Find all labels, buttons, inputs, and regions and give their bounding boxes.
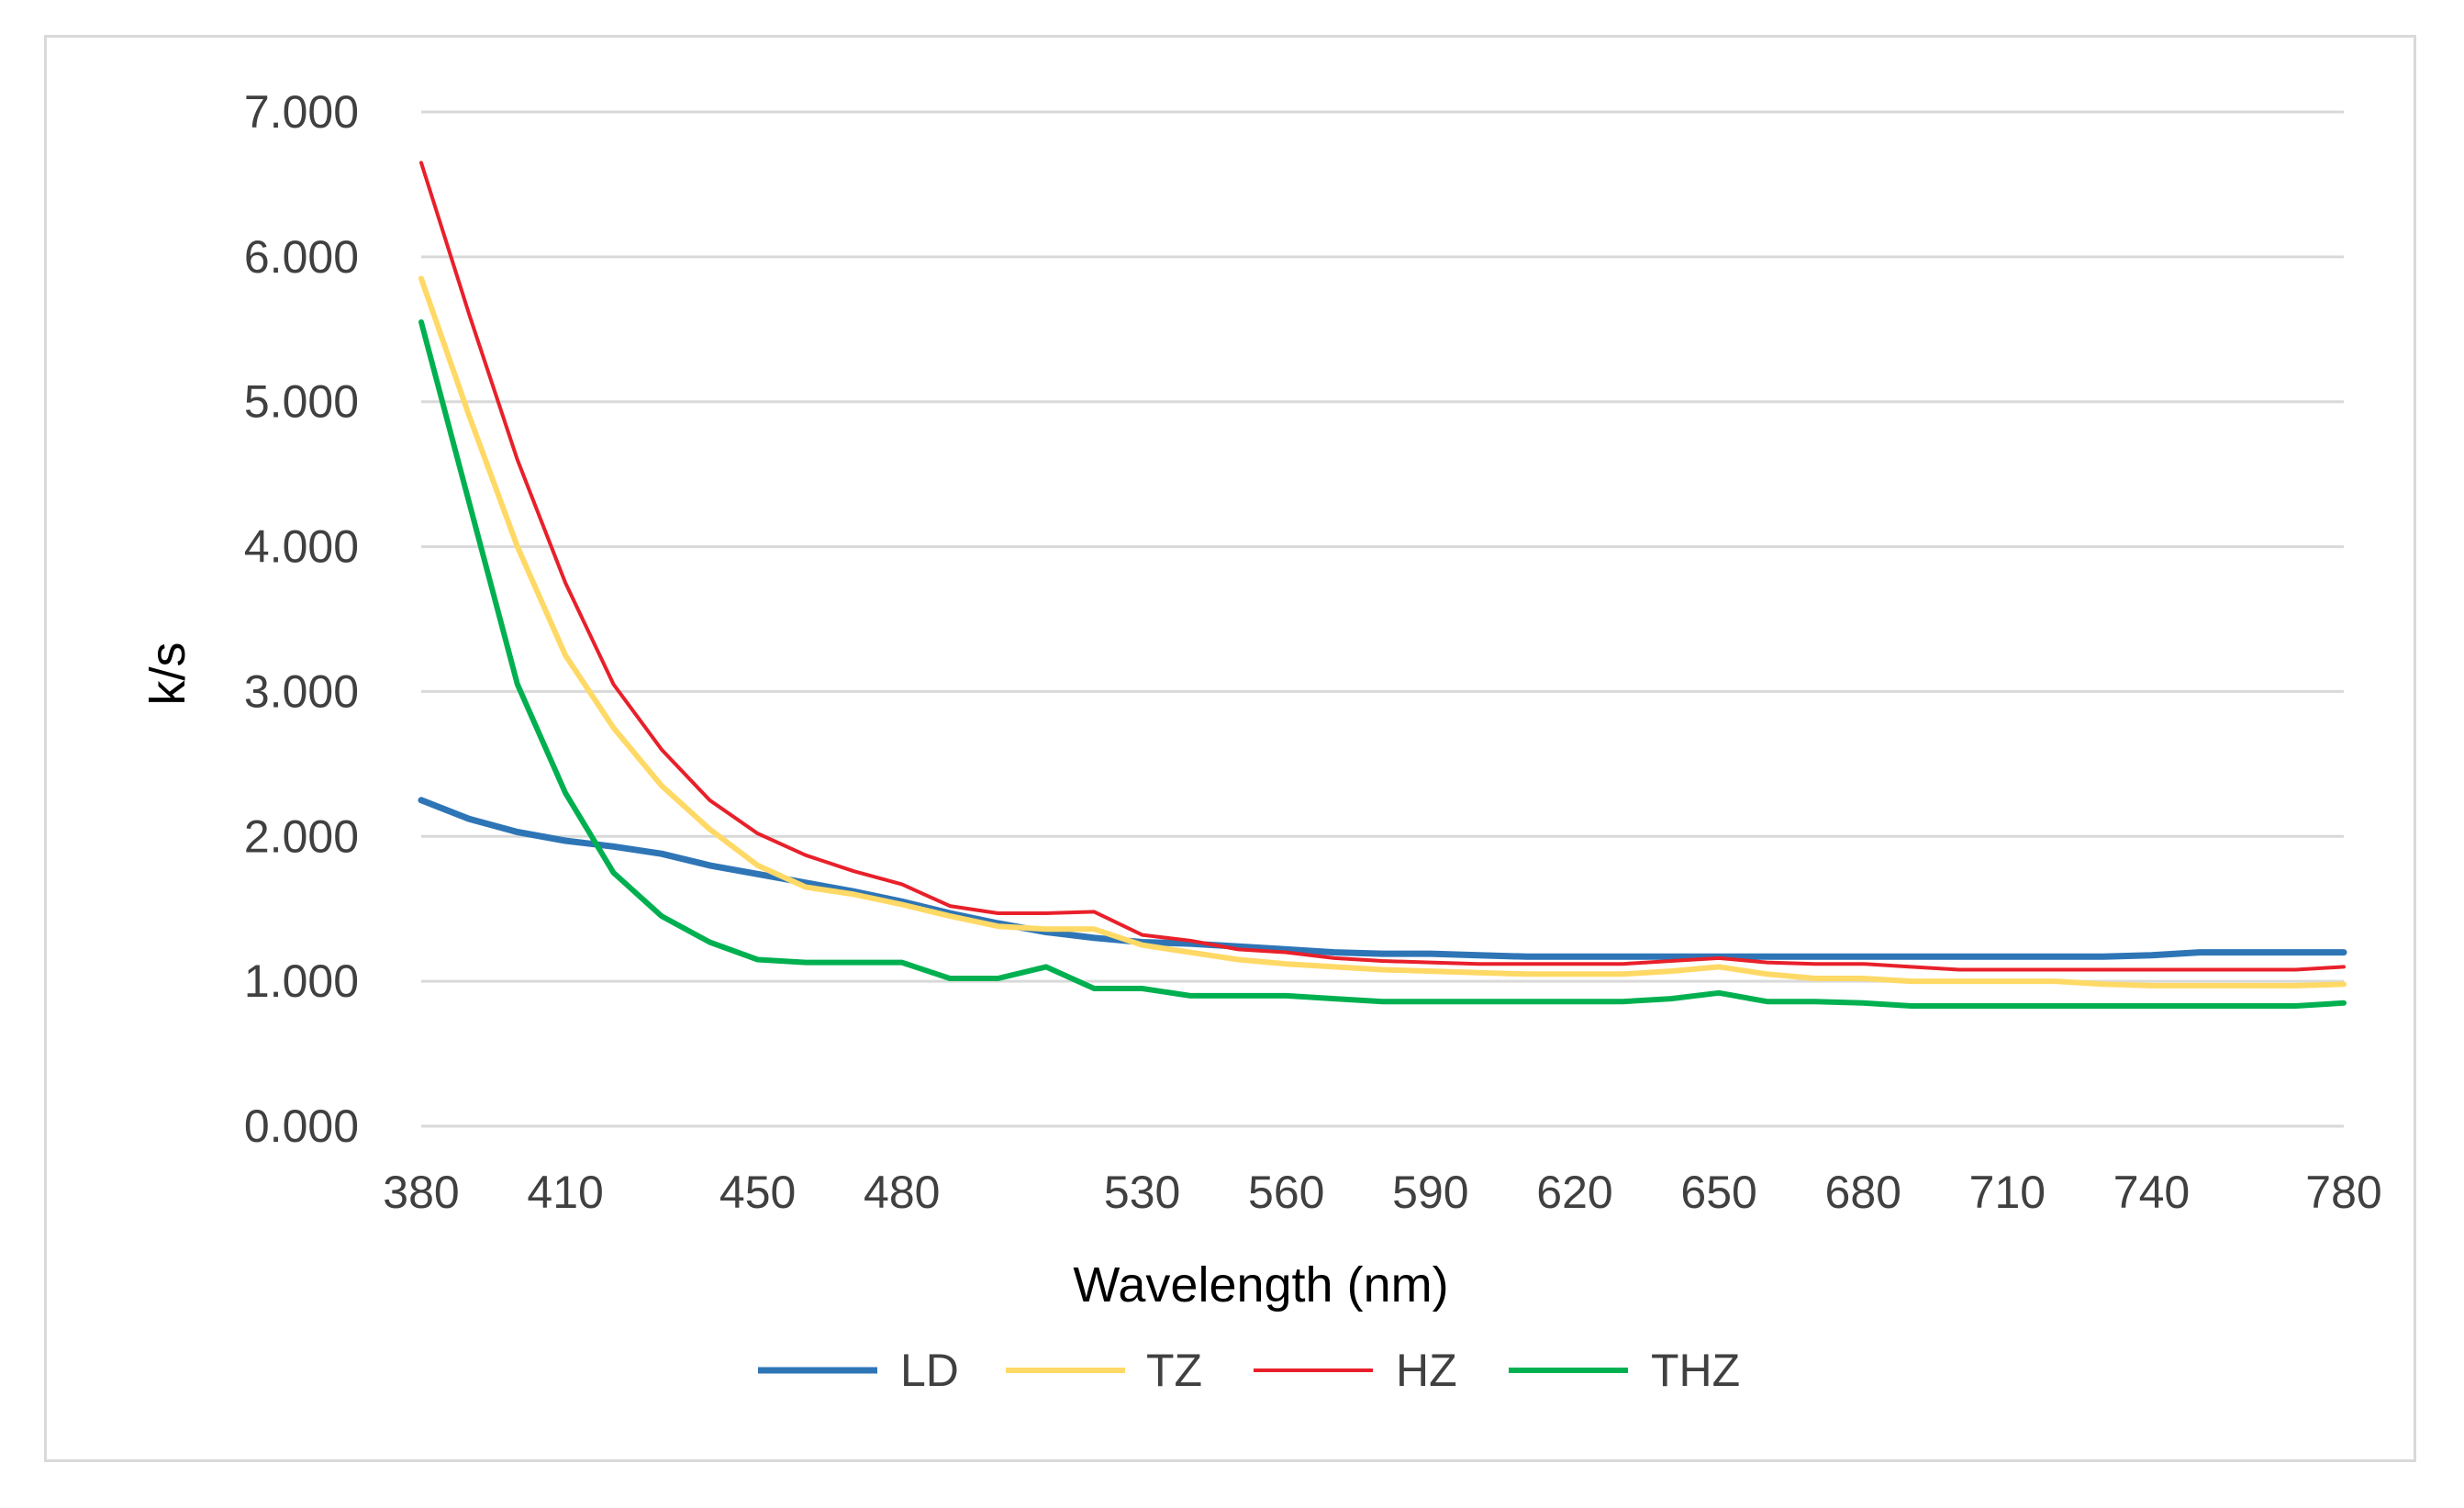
x-tick-label: 740	[2113, 1167, 2190, 1218]
y-tick-label: 3.000	[244, 665, 359, 717]
legend-label: TZ	[1146, 1345, 1202, 1396]
y-tick-label: 5.000	[244, 376, 359, 428]
series-line-hz	[419, 161, 2346, 972]
chart-frame: 0.000 1.000 2.000 3.000 4.000 5.000 6.000 7.000…	[44, 35, 2416, 1462]
x-tick-label: 410	[527, 1167, 603, 1218]
x-tick-label: 650	[1680, 1167, 1756, 1218]
y-axis-title: k/s	[140, 642, 195, 705]
series-line-tz	[418, 275, 2347, 989]
series-lines	[418, 161, 2347, 1009]
y-tick-label: 4.000	[244, 521, 359, 573]
legend-item-hz: HZ	[1254, 1345, 1457, 1396]
legend-item-tz: TZ	[1006, 1345, 1202, 1396]
legend-item-ld: LD	[758, 1345, 959, 1396]
x-tick-label: 480	[864, 1167, 940, 1218]
y-tick-label: 7.000	[244, 86, 359, 138]
x-tick-label: 620	[1536, 1167, 1612, 1218]
x-tick-label: 710	[1969, 1167, 2046, 1218]
x-tick-label: 780	[2305, 1167, 2381, 1218]
legend-label: LD	[900, 1345, 959, 1396]
y-tick-label: 6.000	[244, 231, 359, 283]
y-tick-label: 2.000	[244, 810, 359, 862]
y-tick-label: 1.000	[244, 955, 359, 1007]
x-axis-title: Wavelength (nm)	[1073, 1257, 1448, 1313]
x-tick-label: 380	[383, 1167, 459, 1218]
series-line-thz	[418, 318, 2347, 1009]
x-tick-label: 590	[1392, 1167, 1468, 1218]
legend-item-thz: THZ	[1509, 1345, 1740, 1396]
line-chart: 0.000 1.000 2.000 3.000 4.000 5.000 6.000 7.000…	[140, 86, 2382, 1396]
legend-label: HZ	[1396, 1345, 1457, 1396]
x-tick-label: 450	[719, 1167, 796, 1218]
legend-label: THZ	[1651, 1345, 1740, 1396]
y-tick-label: 0.000	[244, 1100, 359, 1152]
x-tick-label: 680	[1825, 1167, 1901, 1218]
gridlines	[421, 110, 2344, 1128]
x-tick-label: 560	[1248, 1167, 1324, 1218]
x-tick-label: 530	[1104, 1167, 1180, 1218]
series-line-ld	[418, 797, 2347, 960]
legend: LD TZ HZ THZ	[758, 1345, 1740, 1396]
x-axis-ticks: 380 410 450 480 530 560 590 620 650 680 710 740 780	[383, 1167, 2381, 1218]
y-axis-ticks: 0.000 1.000 2.000 3.000 4.000 5.000 6.000 7.000	[244, 86, 359, 1152]
